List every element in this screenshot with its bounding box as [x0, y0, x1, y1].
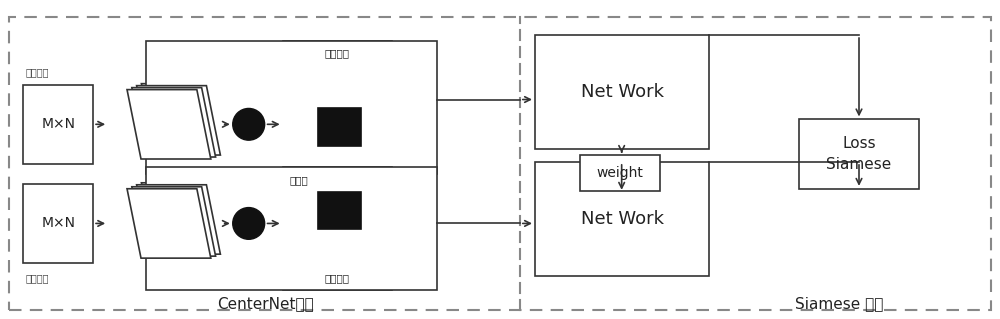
- Bar: [318, 192, 361, 229]
- Circle shape: [233, 108, 265, 140]
- Text: Net Work: Net Work: [581, 83, 664, 101]
- Polygon shape: [137, 185, 220, 254]
- Bar: [146, 41, 437, 174]
- Polygon shape: [137, 85, 220, 155]
- Text: 测试图片: 测试图片: [25, 273, 49, 283]
- Bar: [535, 35, 709, 149]
- Text: Net Work: Net Work: [581, 210, 664, 228]
- Polygon shape: [141, 84, 225, 153]
- Bar: [249, 169, 348, 191]
- Bar: [283, 65, 392, 174]
- Bar: [580, 155, 660, 191]
- Bar: [146, 167, 437, 290]
- Polygon shape: [141, 183, 225, 252]
- Bar: [535, 162, 709, 276]
- Bar: [318, 108, 361, 146]
- Text: 高斯核: 高斯核: [289, 175, 308, 185]
- Text: 模板图片: 模板图片: [25, 67, 49, 77]
- Bar: [283, 41, 392, 65]
- Bar: [283, 167, 392, 266]
- Text: M×N: M×N: [41, 117, 75, 131]
- Polygon shape: [127, 189, 211, 258]
- Polygon shape: [132, 187, 216, 256]
- Bar: [799, 119, 919, 189]
- Polygon shape: [127, 90, 211, 159]
- Circle shape: [233, 208, 265, 239]
- Text: weight: weight: [596, 166, 643, 180]
- Bar: [283, 266, 392, 290]
- Text: Siamese 识别: Siamese 识别: [795, 296, 883, 311]
- Text: M×N: M×N: [41, 216, 75, 230]
- Text: CenterNet检测: CenterNet检测: [217, 296, 314, 311]
- Polygon shape: [132, 88, 216, 157]
- Bar: [23, 85, 93, 164]
- Text: 检测结果: 检测结果: [325, 273, 350, 283]
- Text: Loss
Siamese: Loss Siamese: [826, 136, 892, 172]
- Text: 检测结果: 检测结果: [325, 48, 350, 58]
- Bar: [23, 184, 93, 263]
